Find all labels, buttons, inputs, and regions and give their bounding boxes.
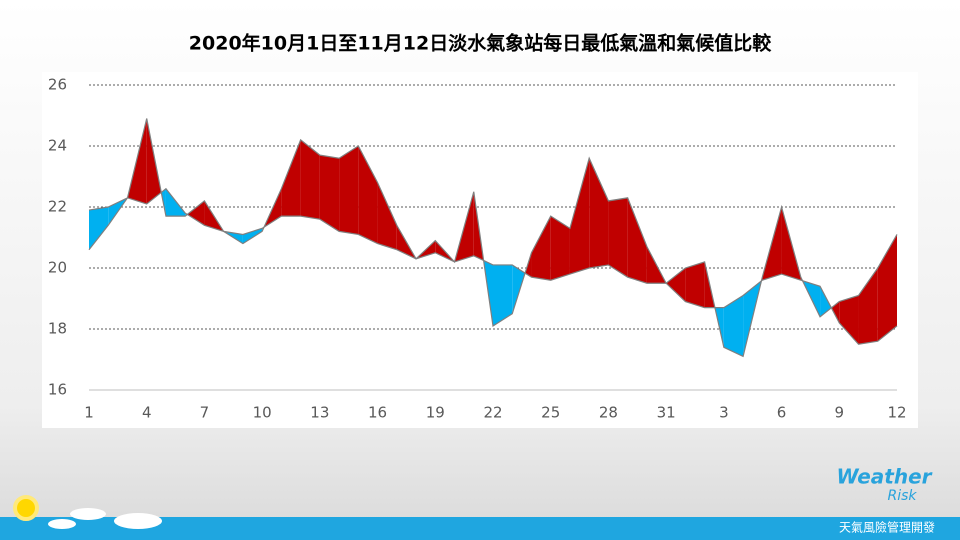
cloud-icon [48, 519, 76, 529]
difference-area [569, 158, 590, 275]
difference-area [608, 197, 628, 278]
series-line [88, 187, 898, 345]
difference-area [627, 197, 647, 284]
y-tick-label: 20 [48, 259, 67, 277]
footer-text: 天氣風險管理開發 [839, 520, 935, 535]
chart-title: 2020年10月1日至11月12日淡水氣象站每日最低氣溫和氣候值比較 [189, 32, 772, 55]
difference-area [493, 264, 513, 326]
logo-word: Risk [887, 488, 917, 504]
difference-area [685, 261, 705, 308]
difference-area [839, 295, 859, 345]
x-tick-label: 12 [887, 404, 906, 422]
x-tick-label: 3 [719, 404, 729, 422]
y-tick-label: 16 [48, 381, 67, 399]
difference-area [550, 216, 570, 281]
y-tick-label: 22 [48, 198, 67, 216]
difference-area [820, 286, 832, 317]
cloud-icon [114, 513, 162, 529]
difference-area [858, 268, 878, 345]
x-tick-label: 9 [835, 404, 845, 422]
difference-area [242, 228, 263, 244]
difference-area [89, 207, 109, 250]
difference-area [723, 295, 744, 357]
difference-area [666, 268, 686, 302]
x-tick-label: 7 [200, 404, 210, 422]
difference-area [300, 139, 320, 220]
x-tick-label: 25 [541, 404, 560, 422]
difference-area [877, 234, 897, 342]
difference-area [531, 216, 551, 281]
logo-word: Weather [836, 465, 932, 489]
sun-icon [13, 495, 39, 521]
x-tick-label: 16 [368, 404, 387, 422]
x-tick-label: 10 [253, 404, 272, 422]
x-tick-label: 31 [657, 404, 676, 422]
y-tick-label: 24 [48, 137, 67, 155]
difference-area [187, 200, 205, 226]
x-tick-label: 4 [142, 404, 152, 422]
x-tick-label: 22 [483, 404, 502, 422]
x-tick-label: 1 [84, 404, 94, 422]
difference-area [281, 139, 301, 217]
difference-area [358, 146, 378, 244]
difference-area [377, 182, 397, 250]
x-tick-label: 6 [777, 404, 787, 422]
y-tick-label: 18 [48, 320, 67, 338]
x-tick-label: 28 [599, 404, 618, 422]
difference-area [339, 146, 359, 235]
difference-area [512, 264, 526, 314]
footer-bar [0, 517, 960, 540]
x-tick-label: 13 [310, 404, 329, 422]
cloud-icon [70, 508, 106, 520]
difference-area [589, 158, 609, 268]
y-tick-label: 26 [48, 76, 67, 94]
difference-area [319, 155, 340, 232]
x-tick-label: 19 [426, 404, 445, 422]
